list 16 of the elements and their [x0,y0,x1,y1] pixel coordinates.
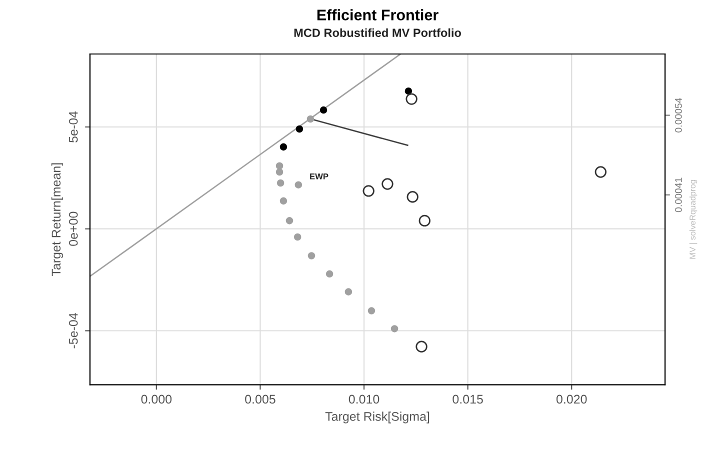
chart-subtitle: MCD Robustified MV Portfolio [294,28,461,38]
chart-title: Efficient Frontier [317,9,438,20]
x-tick-label: 0.005 [245,394,276,404]
y2-tick-label: 0.00041 [675,178,682,212]
y2-tick-label: 0.00054 [675,98,682,132]
y-tick-label: -5e-04 [68,313,78,348]
x-tick-label: 0.020 [556,394,587,404]
y-tick-label: 0e+00 [68,212,78,246]
annotation: EWP [310,174,328,180]
y-axis-title: Target Return[mean] [51,163,64,276]
x-tick-label: 0.010 [348,394,380,404]
x-axis-title: Target Risk[Sigma] [325,412,430,424]
x-tick-label: 0.000 [141,394,172,404]
y-tick-label: 5e-04 [68,111,78,142]
x-tick-label: 0.015 [452,394,483,404]
y2-axis-title: MV | solveRquadprog [689,180,698,259]
